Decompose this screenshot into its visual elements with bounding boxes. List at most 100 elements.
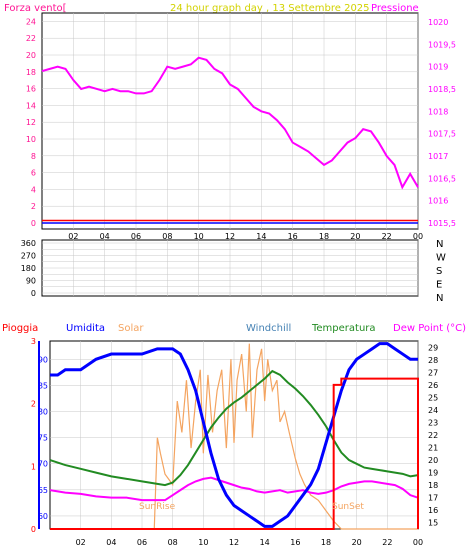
top-left-tick: 8 — [31, 152, 36, 161]
direction-label-n: N — [436, 293, 443, 304]
bottom-x-tick: 06 — [137, 538, 147, 547]
series-temperatura — [49, 369, 419, 487]
bottom-x-tick: 04 — [106, 538, 116, 547]
top-left-tick: 18 — [26, 68, 36, 77]
top-series — [41, 56, 419, 224]
direction-label-e: E — [436, 280, 442, 291]
rain-tick: 3 — [31, 337, 36, 346]
bottom-x-tick: 12 — [229, 538, 239, 547]
mid-left-tick: 0 — [31, 289, 36, 298]
bottom-x-tick: 20 — [352, 538, 362, 547]
top-left-label: Forza vento[ — [4, 3, 67, 14]
series-dew-point-c- — [49, 476, 419, 502]
mid-left-axis-ticks: 0 90 180 270 360 — [21, 239, 36, 298]
top-x-tick: 10 — [194, 232, 204, 241]
bottom-x-axis-ticks: 02 04 06 08 10 12 14 16 18 20 22 00 — [76, 538, 424, 547]
mid-left-tick: 270 — [21, 252, 36, 261]
top-left-tick: 20 — [26, 51, 36, 60]
dewpoint-tick: 26 — [428, 381, 438, 390]
mid-grid — [42, 240, 419, 296]
top-left-tick: 12 — [26, 118, 36, 127]
top-left-tick: 0 — [31, 219, 36, 228]
top-x-tick: 22 — [382, 232, 392, 241]
dewpoint-tick: 22 — [428, 431, 438, 440]
top-left-tick: 16 — [26, 85, 36, 94]
bottom-series — [49, 342, 419, 530]
series-umidita — [50, 342, 418, 528]
humidity-tick: 60 — [38, 512, 48, 521]
bottom-grid — [50, 341, 419, 529]
top-x-tick: 04 — [100, 232, 110, 241]
top-right-tick: 1018 — [428, 107, 448, 116]
bottom-x-tick: 08 — [168, 538, 178, 547]
chart-title: 24 hour graph day , 13 Settembre 2025 — [170, 3, 370, 14]
humidity-tick: 75 — [38, 434, 48, 443]
rain-tick: 0 — [31, 525, 36, 534]
top-right-tick: 1015,5 — [428, 219, 456, 228]
top-left-tick: 4 — [31, 185, 36, 194]
bottom-x-tick: 14 — [260, 538, 270, 547]
top-x-axis-ticks: 02 04 06 08 10 12 14 16 18 20 22 00 — [68, 232, 423, 241]
top-x-tick: 02 — [68, 232, 78, 241]
humidity-tick: 90 — [38, 355, 48, 364]
series-pressione — [41, 56, 419, 190]
bottom-x-tick: 10 — [198, 538, 208, 547]
dewpoint-tick: 15 — [428, 519, 438, 528]
top-right-axis-ticks: 1015,5 1016 1016,5 1017 1017,5 1018 1018,5 1019… — [428, 18, 456, 228]
dewpoint-tick: 23 — [428, 418, 438, 427]
label-umidita: Umidita — [66, 323, 105, 334]
top-x-tick: 08 — [162, 232, 172, 241]
top-x-tick: 14 — [256, 232, 266, 241]
top-left-tick: 10 — [26, 135, 36, 144]
label-dewpoint: Dew Point (°C) — [393, 323, 466, 334]
rain-tick: 2 — [31, 400, 36, 409]
label-windchill: Windchill — [246, 323, 291, 334]
dewpoint-tick: 19 — [428, 469, 438, 478]
bottom-x-tick: 16 — [290, 538, 300, 547]
top-right-tick: 1019 — [428, 63, 448, 72]
top-left-tick: 6 — [31, 169, 36, 178]
top-left-tick: 24 — [26, 17, 36, 26]
dewpoint-tick: 25 — [428, 393, 438, 402]
top-right-tick: 1016 — [428, 197, 448, 206]
dewpoint-tick: 20 — [428, 456, 438, 465]
dewpoint-tick: 28 — [428, 356, 438, 365]
mid-left-tick: 360 — [21, 239, 36, 248]
top-right-tick: 1016,5 — [428, 174, 456, 183]
humidity-tick: 65 — [38, 486, 48, 495]
humidity-tick: 85 — [38, 381, 48, 390]
rain-axis-ticks: 0 1 2 3 — [31, 337, 36, 534]
bottom-x-tick: 22 — [382, 538, 392, 547]
top-x-tick: 12 — [225, 232, 235, 241]
top-right-tick: 1018,5 — [428, 85, 456, 94]
top-right-tick: 1017 — [428, 152, 448, 161]
dewpoint-tick: 18 — [428, 481, 438, 490]
dewpoint-tick: 21 — [428, 444, 438, 453]
sunset-label: SunSet — [332, 502, 364, 512]
series-pioggia — [50, 377, 419, 530]
top-left-tick: 2 — [31, 202, 36, 211]
sunrise-label: SunRise — [139, 502, 176, 512]
label-pioggia: Pioggia — [2, 323, 38, 334]
label-temperatura: Temperatura — [311, 323, 376, 334]
top-x-tick: 18 — [319, 232, 329, 241]
top-x-tick: 00 — [413, 232, 423, 241]
bottom-x-tick: 02 — [76, 538, 86, 547]
mid-left-tick: 90 — [26, 277, 36, 286]
rain-tick: 1 — [31, 462, 36, 471]
humidity-tick: 80 — [38, 408, 48, 417]
top-left-tick: 22 — [26, 34, 36, 43]
dewpoint-tick: 17 — [428, 494, 438, 503]
label-solar: Solar — [118, 323, 144, 334]
top-right-tick: 1017,5 — [428, 130, 456, 139]
top-x-tick: 16 — [288, 232, 298, 241]
dewpoint-tick: 27 — [428, 368, 438, 377]
top-x-tick: 06 — [131, 232, 141, 241]
dewpoint-tick: 24 — [428, 406, 438, 415]
top-x-tick: 20 — [350, 232, 360, 241]
bottom-x-tick: 00 — [413, 538, 423, 547]
